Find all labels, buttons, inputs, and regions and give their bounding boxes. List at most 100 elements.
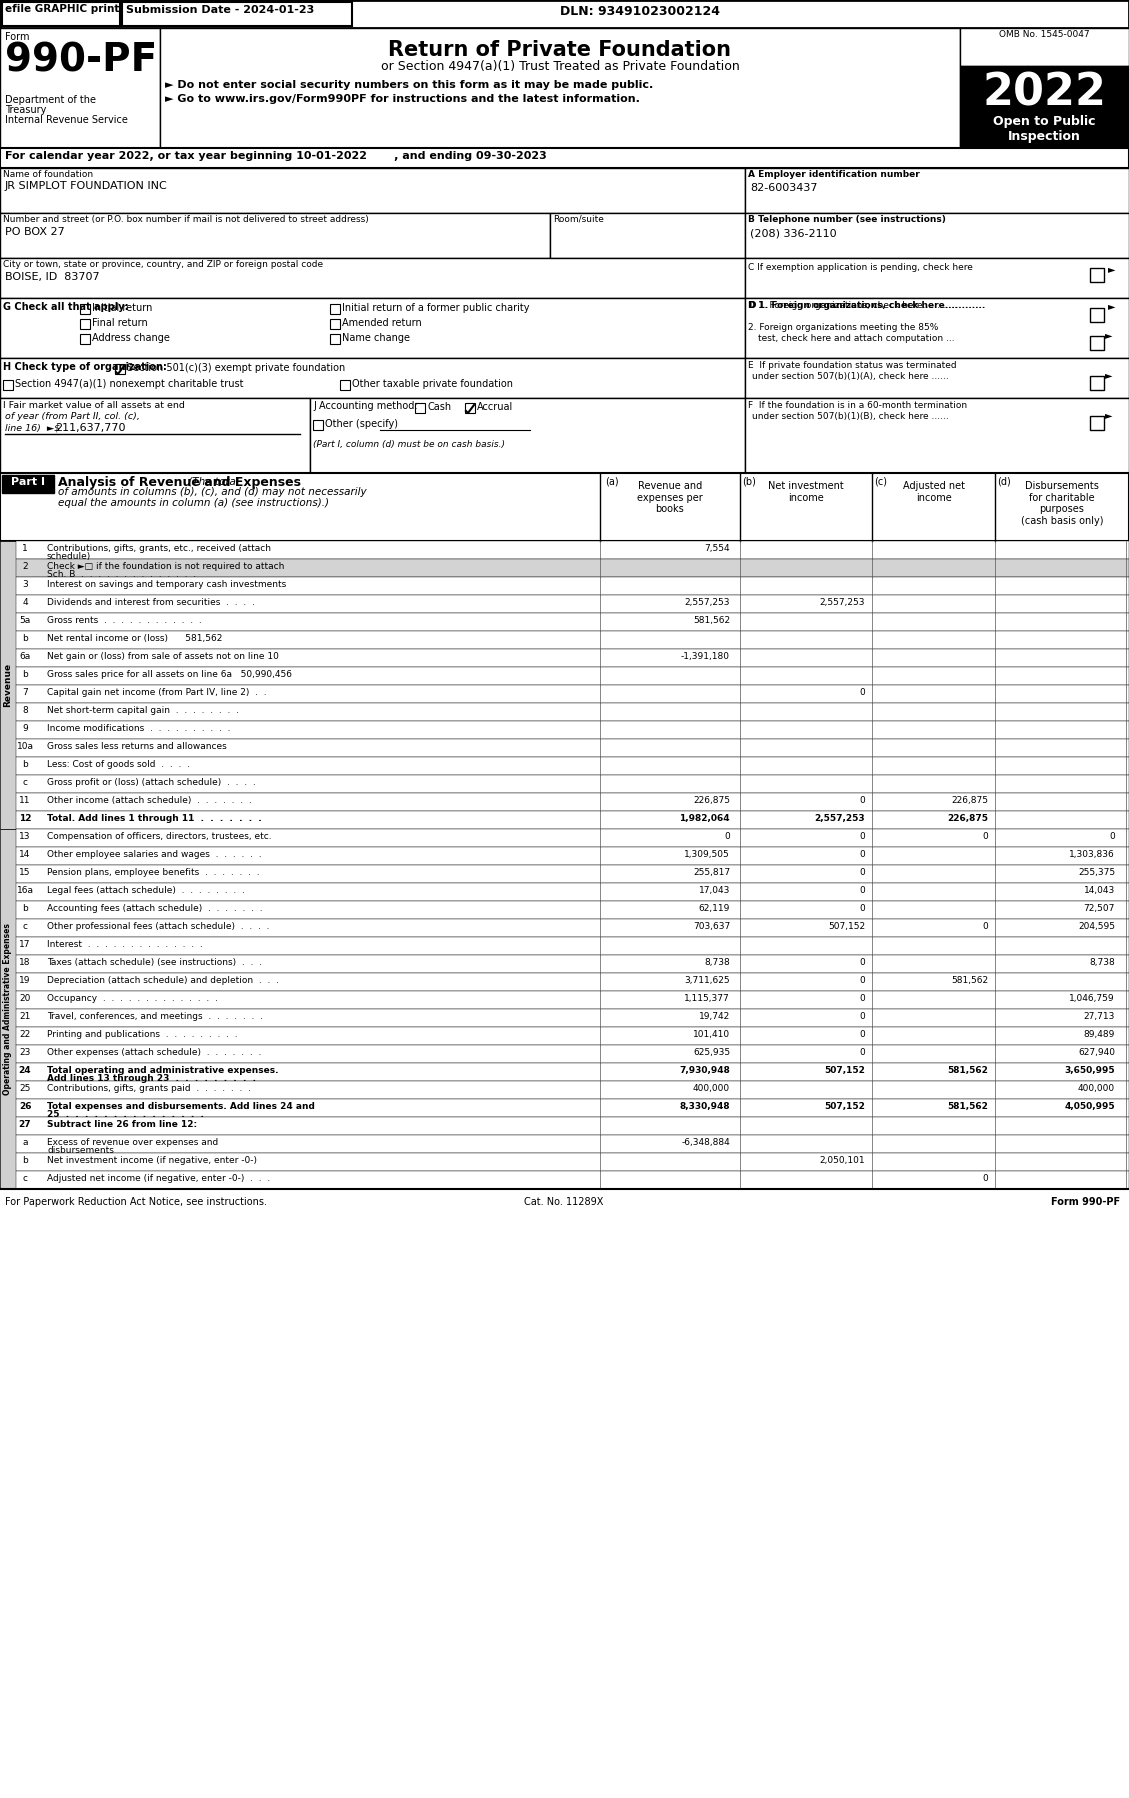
- Text: Contributions, gifts, grants, etc., received (attach: Contributions, gifts, grants, etc., rece…: [47, 545, 271, 554]
- Text: 255,817: 255,817: [693, 868, 730, 877]
- Bar: [1089, 268, 1104, 282]
- Text: 0: 0: [859, 958, 865, 967]
- Text: 2. Foreign organizations meeting the 85%: 2. Foreign organizations meeting the 85%: [749, 324, 938, 333]
- Text: 4: 4: [23, 599, 28, 608]
- Bar: [16, 1045, 1129, 1063]
- Text: ► Go to www.irs.gov/Form990PF for instructions and the latest information.: ► Go to www.irs.gov/Form990PF for instru…: [165, 93, 640, 104]
- Text: Gross profit or (loss) (attach schedule)  .  .  .  .: Gross profit or (loss) (attach schedule)…: [47, 779, 256, 788]
- Bar: [1089, 307, 1104, 322]
- Text: 17: 17: [19, 940, 30, 949]
- Bar: [0, 147, 1129, 167]
- Text: ► Do not enter social security numbers on this form as it may be made public.: ► Do not enter social security numbers o…: [165, 79, 654, 90]
- Text: 11: 11: [19, 797, 30, 806]
- Text: 2,557,253: 2,557,253: [684, 599, 730, 608]
- Text: 1,309,505: 1,309,505: [684, 850, 730, 859]
- Text: -1,391,180: -1,391,180: [681, 653, 730, 662]
- Text: (208) 336-2110: (208) 336-2110: [750, 228, 837, 237]
- Bar: [960, 67, 1129, 147]
- Text: Net rental income or (loss)      581,562: Net rental income or (loss) 581,562: [47, 635, 222, 644]
- Bar: [16, 649, 1129, 667]
- Text: (c): (c): [874, 476, 887, 485]
- Text: Compensation of officers, directors, trustees, etc.: Compensation of officers, directors, tru…: [47, 832, 272, 841]
- Text: Depreciation (attach schedule) and depletion  .  .  .: Depreciation (attach schedule) and deple…: [47, 976, 279, 985]
- Text: (Part I, column (d) must be on cash basis.): (Part I, column (d) must be on cash basi…: [313, 441, 505, 450]
- Text: 0: 0: [859, 904, 865, 913]
- Text: 625,935: 625,935: [693, 1048, 730, 1057]
- Text: Return of Private Foundation: Return of Private Foundation: [388, 40, 732, 59]
- Text: 1,046,759: 1,046,759: [1069, 994, 1115, 1003]
- Bar: [1089, 415, 1104, 430]
- Text: 13: 13: [19, 832, 30, 841]
- Text: 2: 2: [23, 563, 28, 572]
- Bar: [415, 403, 425, 414]
- Text: disbursements: disbursements: [47, 1145, 114, 1154]
- Text: Pension plans, employee benefits  .  .  .  .  .  .  .: Pension plans, employee benefits . . . .…: [47, 868, 260, 877]
- Text: Other professional fees (attach schedule)  .  .  .  .: Other professional fees (attach schedule…: [47, 922, 270, 931]
- Text: ►: ►: [1108, 300, 1115, 311]
- Text: 14: 14: [19, 850, 30, 859]
- Text: c: c: [23, 922, 27, 931]
- Bar: [745, 167, 1129, 212]
- Text: Gross rents  .  .  .  .  .  .  .  .  .  .  .  .: Gross rents . . . . . . . . . . . .: [47, 617, 202, 626]
- Text: G Check all that apply:: G Check all that apply:: [3, 302, 129, 313]
- Text: 23: 23: [19, 1048, 30, 1057]
- Bar: [16, 847, 1129, 865]
- Bar: [310, 397, 745, 473]
- Text: 400,000: 400,000: [1078, 1084, 1115, 1093]
- Text: 400,000: 400,000: [693, 1084, 730, 1093]
- Text: Internal Revenue Service: Internal Revenue Service: [5, 115, 128, 126]
- Text: c: c: [23, 1174, 27, 1183]
- Bar: [16, 1027, 1129, 1045]
- Text: 8: 8: [23, 707, 28, 716]
- Text: 507,152: 507,152: [828, 922, 865, 931]
- Bar: [122, 2, 352, 25]
- Text: b: b: [23, 635, 28, 644]
- Text: E  If private foundation status was terminated: E If private foundation status was termi…: [749, 361, 956, 370]
- Text: test, check here and attach computation ...: test, check here and attach computation …: [758, 334, 955, 343]
- Text: Excess of revenue over expenses and: Excess of revenue over expenses and: [47, 1138, 218, 1147]
- Text: efile GRAPHIC print: efile GRAPHIC print: [5, 4, 120, 14]
- Bar: [465, 403, 475, 414]
- Text: 581,562: 581,562: [693, 617, 730, 626]
- Bar: [16, 1170, 1129, 1188]
- Text: Submission Date - 2024-01-23: Submission Date - 2024-01-23: [126, 5, 314, 14]
- Text: Open to Public
Inspection: Open to Public Inspection: [992, 115, 1095, 144]
- Text: PO BOX 27: PO BOX 27: [5, 227, 64, 237]
- Text: OMB No. 1545-0047: OMB No. 1545-0047: [999, 31, 1089, 40]
- Text: 211,637,770: 211,637,770: [55, 423, 125, 433]
- Text: Other taxable private foundation: Other taxable private foundation: [352, 379, 513, 388]
- Text: 7: 7: [23, 689, 28, 698]
- Text: Less: Cost of goods sold  .  .  .  .: Less: Cost of goods sold . . . .: [47, 761, 190, 770]
- Text: Capital gain net income (from Part IV, line 2)  .  .: Capital gain net income (from Part IV, l…: [47, 689, 266, 698]
- Text: (b): (b): [742, 476, 756, 485]
- Text: 19,742: 19,742: [699, 1012, 730, 1021]
- Text: Net investment income (if negative, enter -0-): Net investment income (if negative, ente…: [47, 1156, 257, 1165]
- Bar: [16, 685, 1129, 703]
- Text: 1. Foreign organizations, check here............: 1. Foreign organizations, check here....…: [758, 300, 957, 309]
- Text: of year (from Part II, col. (c),: of year (from Part II, col. (c),: [5, 412, 140, 421]
- Text: 1,303,836: 1,303,836: [1069, 850, 1115, 859]
- Text: Amended return: Amended return: [342, 318, 422, 327]
- Text: Sch. B  .  .  .  .  .  .  .  .  .  .  .  .  .  .: Sch. B . . . . . . . . . . . . . .: [47, 570, 196, 579]
- Bar: [1089, 336, 1104, 351]
- Bar: [0, 473, 1129, 541]
- Text: Department of the: Department of the: [5, 95, 96, 104]
- Text: Number and street (or P.O. box number if mail is not delivered to street address: Number and street (or P.O. box number if…: [3, 216, 369, 225]
- Text: Income modifications  .  .  .  .  .  .  .  .  .  .: Income modifications . . . . . . . . . .: [47, 725, 230, 734]
- Bar: [16, 595, 1129, 613]
- Bar: [16, 1117, 1129, 1135]
- Text: schedule): schedule): [47, 552, 91, 561]
- Bar: [16, 1153, 1129, 1170]
- Text: 255,375: 255,375: [1078, 868, 1115, 877]
- Text: b: b: [23, 761, 28, 770]
- Text: under section 507(b)(1)(B), check here ......: under section 507(b)(1)(B), check here .…: [752, 412, 948, 421]
- Bar: [16, 901, 1129, 919]
- Text: Legal fees (attach schedule)  .  .  .  .  .  .  .  .: Legal fees (attach schedule) . . . . . .…: [47, 886, 245, 895]
- Text: 0: 0: [859, 1012, 865, 1021]
- Text: 0: 0: [982, 832, 988, 841]
- Text: ►: ►: [1108, 264, 1115, 273]
- Text: 22: 22: [19, 1030, 30, 1039]
- Text: JR SIMPLOT FOUNDATION INC: JR SIMPLOT FOUNDATION INC: [5, 182, 168, 191]
- Bar: [16, 631, 1129, 649]
- Text: ►: ►: [1105, 331, 1112, 340]
